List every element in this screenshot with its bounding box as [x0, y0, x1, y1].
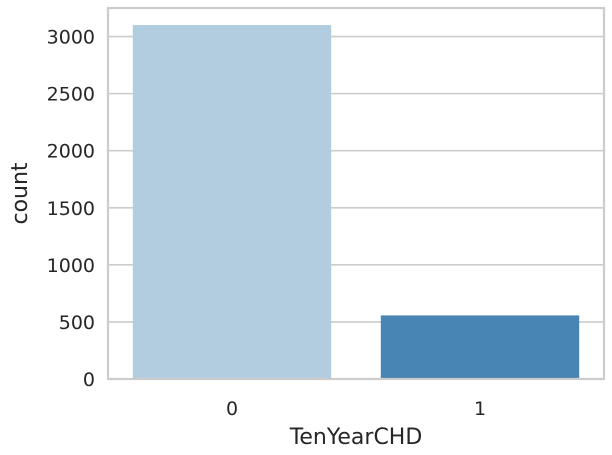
y-tick-label: 3000: [47, 27, 95, 49]
bar-1: [380, 315, 580, 379]
y-tick-label: 2500: [47, 84, 95, 106]
axes-frame: [106, 6, 606, 381]
y-tick-label: 1500: [47, 198, 95, 220]
y-tick-labels: 0 500 1000 1500 2000 2500 3000: [47, 27, 95, 391]
y-tick-label: 500: [59, 312, 95, 334]
y-tick-label: 1000: [47, 255, 95, 277]
x-tick-label: 1: [474, 398, 486, 420]
bar-0: [132, 25, 332, 380]
x-tick-label: 0: [226, 398, 238, 420]
y-axis-title: count: [8, 162, 33, 224]
y-tick-label: 2000: [47, 141, 95, 163]
bars: [132, 25, 580, 380]
y-tick-label: 0: [83, 369, 95, 391]
x-axis-title: TenYearCHD: [289, 425, 423, 450]
plot-frame: [106, 6, 606, 381]
